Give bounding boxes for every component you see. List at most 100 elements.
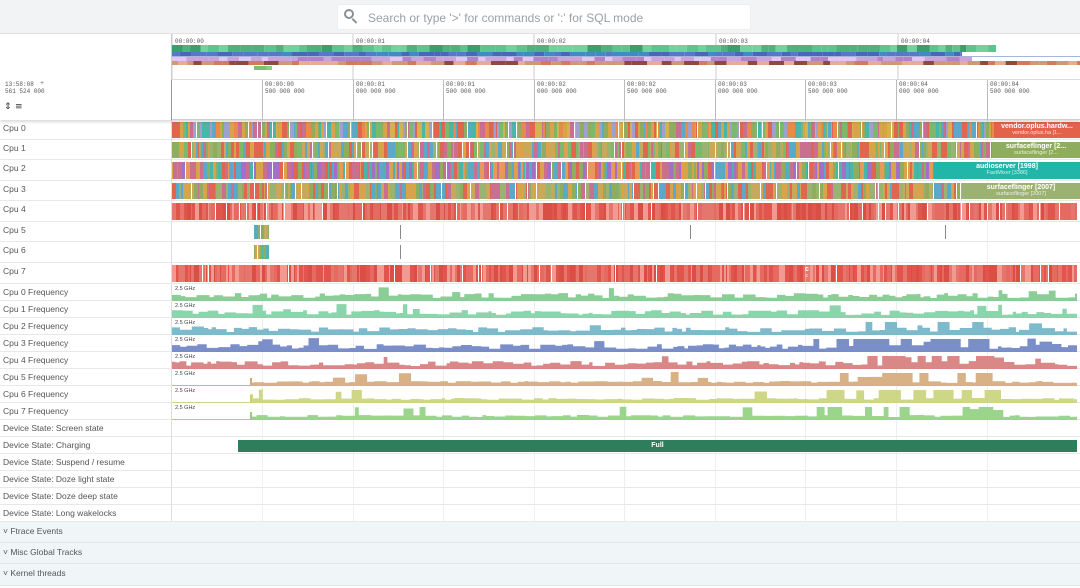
cpu-slice[interactable] <box>675 142 679 158</box>
cpu-slice[interactable] <box>261 245 264 259</box>
cpu-slice[interactable] <box>852 122 858 138</box>
cpu-slice[interactable] <box>798 162 802 179</box>
cpu-slice[interactable] <box>644 122 646 138</box>
cpu-slice[interactable] <box>791 203 794 220</box>
cpu-slice[interactable] <box>261 122 265 138</box>
cpu-slice[interactable] <box>923 162 926 179</box>
expand-collapse-icon[interactable]: ⇕ <box>4 102 12 112</box>
cpu-slice[interactable] <box>449 122 452 138</box>
cpu-slice[interactable] <box>277 162 280 179</box>
cpu-slice[interactable] <box>244 162 246 179</box>
cpu-slice[interactable] <box>487 142 489 158</box>
cpu-slice[interactable] <box>724 183 726 199</box>
cpu-slice[interactable] <box>933 162 934 179</box>
cpu-slice[interactable] <box>967 203 970 220</box>
cpu-slice[interactable] <box>264 122 268 138</box>
cpu-slice[interactable] <box>642 203 646 220</box>
cpu-slice[interactable] <box>1011 265 1013 282</box>
cpu-slice[interactable] <box>902 162 905 179</box>
cpu-slice[interactable] <box>830 122 832 138</box>
cpu-slice[interactable] <box>276 203 279 220</box>
cpu-slice[interactable] <box>321 122 324 138</box>
cpu-slice[interactable] <box>750 122 755 138</box>
cpu-slice[interactable] <box>686 203 691 220</box>
cpu-slice[interactable] <box>705 183 710 199</box>
cpu-slice[interactable] <box>819 183 824 199</box>
cpu-slice[interactable] <box>729 265 732 282</box>
cpu-slice[interactable] <box>653 142 655 158</box>
cpu-slice[interactable] <box>591 265 595 282</box>
track-group-name[interactable]: ˅ Misc Global Tracks <box>3 547 82 557</box>
cpu-slice[interactable] <box>898 142 901 158</box>
cpu-slice[interactable] <box>210 203 213 220</box>
cpu-slice[interactable] <box>761 203 765 220</box>
cpu-slice[interactable] <box>634 265 638 282</box>
cpu-slice[interactable] <box>485 265 490 282</box>
cpu-slice[interactable] <box>969 265 973 282</box>
cpu-slice[interactable] <box>531 265 535 282</box>
cpu-slice[interactable] <box>741 265 745 282</box>
cpu-slice[interactable] <box>210 122 212 138</box>
cpu-slice[interactable] <box>921 162 924 179</box>
cpu-slice[interactable] <box>438 183 442 199</box>
cpu-slice[interactable] <box>823 162 827 179</box>
cpu-slice[interactable] <box>652 265 654 282</box>
cpu-slice[interactable] <box>712 265 716 282</box>
cpu-slice[interactable] <box>570 142 573 158</box>
cpu-slice[interactable] <box>925 183 929 199</box>
cpu-slice[interactable] <box>751 183 754 199</box>
cpu-slice[interactable] <box>477 203 481 220</box>
cpu-slice[interactable] <box>814 265 816 282</box>
cpu-slice[interactable] <box>735 162 739 179</box>
cpu-slice[interactable] <box>756 183 761 199</box>
cpu-slice[interactable] <box>919 122 923 138</box>
cpu-slice[interactable] <box>522 203 527 220</box>
cpu-slice[interactable] <box>413 122 415 138</box>
cpu-slice[interactable] <box>372 122 376 138</box>
cpu-slice[interactable] <box>650 265 653 282</box>
cpu-slice[interactable] <box>741 183 746 199</box>
cpu-slice[interactable] <box>394 265 397 282</box>
cpu-slice[interactable] <box>302 203 304 220</box>
cpu-slice[interactable] <box>1062 203 1067 220</box>
cpu-slice[interactable] <box>902 142 905 158</box>
cpu-slice[interactable] <box>237 203 240 220</box>
cpu-slice[interactable] <box>876 265 880 282</box>
cpu-slice[interactable] <box>272 122 277 138</box>
cpu-slice[interactable] <box>295 183 299 199</box>
cpu-slice[interactable] <box>941 142 945 158</box>
cpu-slice[interactable] <box>993 265 998 282</box>
cpu-slice[interactable] <box>489 122 494 138</box>
cpu-slice[interactable] <box>919 183 924 199</box>
track-content[interactable] <box>172 505 1080 521</box>
cpu-slice[interactable] <box>518 183 520 199</box>
cpu-slice[interactable] <box>671 183 674 199</box>
cpu-slice[interactable] <box>392 183 395 199</box>
cpu-slice[interactable] <box>943 203 946 220</box>
cpu-slice[interactable] <box>1003 265 1006 282</box>
cpu-slice[interactable] <box>1008 203 1013 220</box>
cpu-slice[interactable] <box>179 203 185 220</box>
cpu-slice[interactable] <box>639 162 643 179</box>
cpu-slice[interactable] <box>650 122 653 138</box>
cpu-slice[interactable] <box>755 265 758 282</box>
cpu-slice[interactable] <box>475 203 478 220</box>
cpu-slice[interactable] <box>896 265 899 282</box>
cpu-slice[interactable] <box>826 122 829 138</box>
cpu-slice[interactable] <box>614 142 618 158</box>
cpu-slice[interactable] <box>805 265 807 282</box>
cpu-slice[interactable] <box>563 183 566 199</box>
cpu-slice[interactable] <box>478 265 480 282</box>
cpu-slice[interactable] <box>448 183 452 199</box>
cpu-slice[interactable] <box>731 183 734 199</box>
cpu-slice[interactable] <box>598 122 603 138</box>
cpu-slice[interactable] <box>394 203 398 220</box>
cpu-process-slice[interactable]: vendor.oplus.hardw... vendor.oplus.ha [1.… <box>994 122 1080 138</box>
cpu-slice[interactable] <box>708 142 710 158</box>
cpu-slice[interactable] <box>720 183 723 199</box>
cpu-slice[interactable] <box>776 162 781 179</box>
cpu-slice[interactable] <box>561 265 564 282</box>
cpu-slice[interactable] <box>753 203 757 220</box>
cpu-slice[interactable] <box>713 142 716 158</box>
cpu-slice[interactable] <box>615 265 618 282</box>
